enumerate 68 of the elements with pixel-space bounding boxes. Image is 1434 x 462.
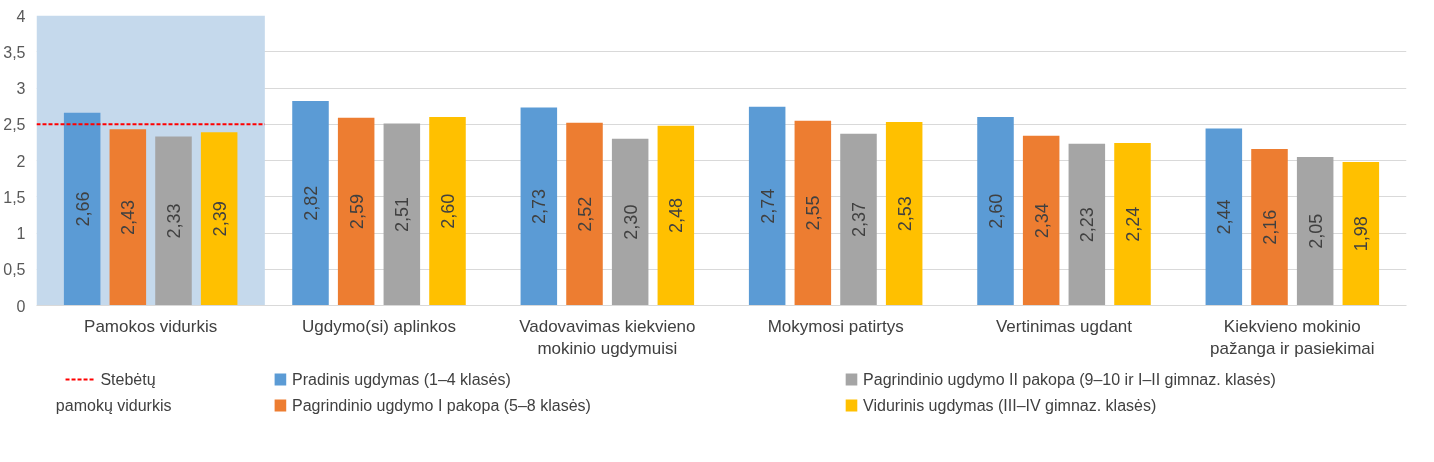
data-label: 2,66 xyxy=(72,191,93,227)
legend-label: Pagrindinio ugdymo I pakopa (5–8 klasės) xyxy=(292,397,591,414)
y-tick-label: 3 xyxy=(16,80,26,97)
x-tick-label: Ugdymo(si) aplinkos xyxy=(302,316,456,336)
bar xyxy=(383,123,421,306)
data-label: 2,74 xyxy=(757,188,778,224)
data-label: 2,37 xyxy=(849,202,869,238)
bar xyxy=(429,117,466,306)
data-label: 2,55 xyxy=(803,195,824,231)
bar xyxy=(520,107,558,306)
bar xyxy=(657,125,695,306)
x-tick-label: Pamokos vidurkis xyxy=(84,316,218,336)
legend-label: Stebėtų pamokų vidurkis xyxy=(55,371,172,414)
data-label: 2,16 xyxy=(1260,209,1280,245)
bar xyxy=(611,138,649,306)
bar xyxy=(794,120,832,306)
y-tick-label: 2,5 xyxy=(3,116,26,134)
y-tick-label: 1,5 xyxy=(3,188,26,206)
data-label: 2,34 xyxy=(1031,203,1052,239)
x-tick-label: Vadovavimas kiekvieno mokinio ugdymuisi xyxy=(519,316,696,359)
bar xyxy=(155,136,192,306)
y-tick-label: 0,5 xyxy=(3,261,26,279)
data-label: 2,23 xyxy=(1077,207,1098,243)
bar xyxy=(840,133,877,306)
x-tick-label: Kiekvieno mokinio pažanga ir pasiekimai xyxy=(1210,316,1375,359)
data-label: 2,24 xyxy=(1123,206,1143,242)
y-tick-label: 0 xyxy=(16,297,26,315)
data-label: 2,73 xyxy=(529,189,550,225)
data-label: 2,82 xyxy=(301,185,321,221)
bar xyxy=(1022,135,1060,306)
bar xyxy=(1205,128,1243,306)
y-tick-label: 1 xyxy=(16,225,26,242)
y-tick-label: 4 xyxy=(16,7,26,25)
y-tick-label: 3,5 xyxy=(3,43,26,61)
data-label: 2,05 xyxy=(1305,213,1326,249)
data-label: 2,39 xyxy=(209,201,230,237)
bar xyxy=(200,132,238,306)
data-label: 2,53 xyxy=(894,196,915,232)
data-label: 2,43 xyxy=(118,199,139,235)
data-label: 2,30 xyxy=(620,204,641,240)
data-label: 2,60 xyxy=(438,193,458,229)
legend-label: Pagrindinio ugdymo II pakopa (9–10 ir I–II gimnaz. klasės) xyxy=(863,371,1276,388)
bar xyxy=(977,117,1014,306)
bar xyxy=(566,122,603,306)
bar xyxy=(1068,143,1106,306)
data-label: 2,60 xyxy=(986,193,1006,229)
data-label: 2,44 xyxy=(1214,199,1235,235)
bar xyxy=(748,106,786,306)
bar xyxy=(1114,143,1151,306)
data-label: 2,52 xyxy=(575,196,595,232)
legend-label: Vidurinis ugdymas (III–IV gimnaz. klasės) xyxy=(863,397,1157,414)
data-label: 2,48 xyxy=(666,198,687,234)
data-label: 1,98 xyxy=(1351,216,1372,252)
data-label: 2,51 xyxy=(392,196,413,233)
bar xyxy=(1296,156,1334,306)
data-label: 2,59 xyxy=(346,194,367,230)
legend-label: Pradinis ugdymas (1–4 klasės) xyxy=(292,371,511,388)
bar xyxy=(109,129,147,306)
y-tick-label: 2 xyxy=(16,152,26,170)
data-label: 2,33 xyxy=(164,203,184,239)
bar xyxy=(1251,148,1288,306)
bar xyxy=(63,112,101,306)
bar xyxy=(885,122,923,306)
x-tick-label: Mokymosi patirtys xyxy=(767,316,904,336)
x-tick-label: Vertinimas ugdant xyxy=(995,316,1133,336)
bar xyxy=(1342,161,1380,306)
bar xyxy=(337,117,375,306)
bar xyxy=(292,101,329,306)
